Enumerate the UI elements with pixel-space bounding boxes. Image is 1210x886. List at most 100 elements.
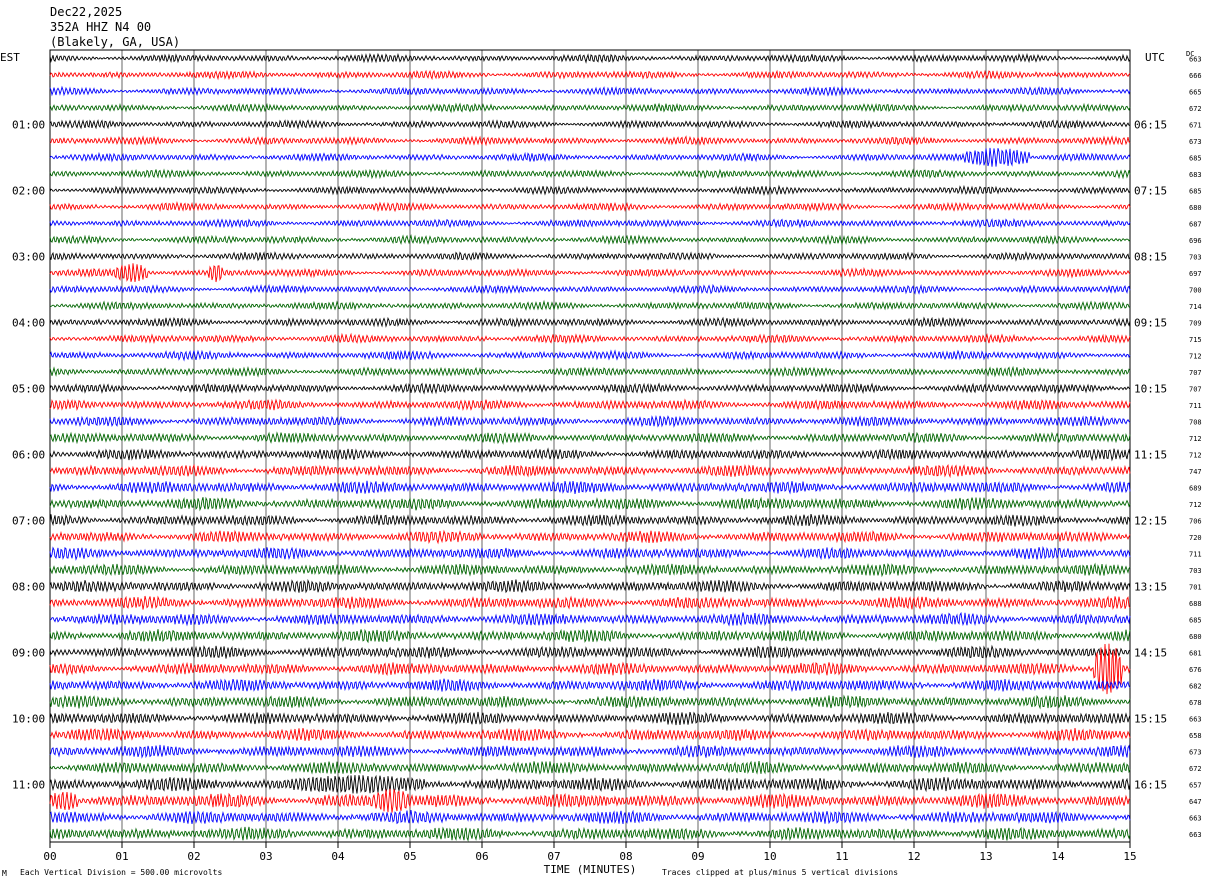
x-tick-label-10: 10 (763, 850, 776, 863)
trace-row-5 (49, 135, 1131, 147)
trace-row-31 (49, 562, 1131, 578)
est-label-6: 07:00 (12, 514, 45, 527)
utc-label-1: 07:15 (1134, 184, 1167, 197)
x-tick-label-12: 12 (907, 850, 920, 863)
dc-value-9: 680 (1189, 204, 1202, 212)
trace-row-40 (49, 711, 1131, 726)
trace-row-11 (49, 234, 1131, 246)
dc-value-40: 663 (1189, 715, 1202, 723)
dc-value-0: 663 (1189, 55, 1202, 63)
utc-label-6: 12:15 (1134, 514, 1167, 527)
header-date: Dec22,2025 (50, 5, 122, 19)
dc-value-45: 647 (1189, 798, 1202, 806)
header-location: (Blakely, GA, USA) (50, 35, 180, 49)
trace-row-3 (49, 102, 1131, 114)
utc-axis-title: UTC (1145, 51, 1165, 64)
x-tick-label-0: 00 (43, 850, 56, 863)
x-tick-label-9: 09 (691, 850, 704, 863)
dc-value-1: 666 (1189, 72, 1202, 80)
x-tick-label-13: 13 (979, 850, 992, 863)
dc-value-30: 711 (1189, 550, 1202, 558)
utc-label-7: 13:15 (1134, 580, 1167, 593)
trace-row-29 (49, 529, 1131, 545)
dc-value-41: 658 (1189, 732, 1202, 740)
dc-value-14: 700 (1189, 286, 1202, 294)
dc-value-33: 688 (1189, 600, 1202, 608)
trace-row-41 (49, 727, 1131, 742)
dc-value-19: 707 (1189, 369, 1202, 377)
est-axis-title: EST (0, 51, 20, 64)
trace-row-13 (49, 263, 1131, 283)
dc-value-22: 708 (1189, 418, 1202, 426)
trace-row-36 (49, 644, 1131, 659)
dc-value-43: 672 (1189, 765, 1202, 773)
dc-value-4: 671 (1189, 121, 1202, 129)
trace-row-18 (49, 349, 1131, 362)
dc-value-7: 683 (1189, 171, 1202, 179)
minute-gridlines (121, 50, 1059, 842)
trace-row-45 (49, 788, 1131, 813)
trace-row-37 (49, 643, 1131, 695)
trace-row-23 (49, 431, 1131, 445)
dc-value-12: 703 (1189, 253, 1202, 261)
trace-row-24 (49, 447, 1131, 462)
utc-label-4: 10:15 (1134, 382, 1167, 395)
dc-value-27: 712 (1189, 501, 1202, 509)
trace-row-0 (49, 52, 1131, 64)
trace-row-14 (49, 283, 1131, 295)
dc-value-15: 714 (1189, 303, 1202, 311)
footer-mark: M (2, 869, 7, 878)
trace-row-43 (49, 760, 1131, 775)
trace-row-47 (49, 826, 1131, 842)
dc-value-47: 663 (1189, 831, 1202, 839)
trace-row-17 (49, 332, 1131, 345)
x-axis-ticks: 00 01 02 03 04 05 06 07 08 09 10 11 12 13 14 15 (43, 842, 1137, 863)
plot-frame (49, 49, 1131, 843)
trace-row-39 (49, 694, 1131, 710)
dc-value-38: 682 (1189, 682, 1202, 690)
dc-value-13: 697 (1189, 270, 1202, 278)
est-label-7: 08:00 (12, 580, 45, 593)
trace-row-8 (49, 184, 1131, 197)
trace-row-20 (49, 382, 1131, 395)
trace-row-2 (49, 85, 1131, 97)
trace-row-35 (49, 628, 1131, 644)
utc-label-9: 15:15 (1134, 712, 1167, 725)
est-label-8: 09:00 (12, 646, 45, 659)
trace-row-10 (49, 218, 1131, 229)
trace-row-26 (49, 480, 1131, 495)
x-tick-label-15: 15 (1123, 850, 1136, 863)
trace-row-21 (49, 398, 1131, 411)
x-tick-label-11: 11 (835, 850, 848, 863)
trace-row-15 (49, 299, 1131, 312)
dc-value-20: 707 (1189, 385, 1202, 393)
x-tick-label-8: 08 (619, 850, 632, 863)
seismic-traces (49, 52, 1131, 842)
est-hour-labels: 01:00 02:00 03:00 04:00 05:00 06:00 07:00 08:00… (12, 118, 45, 791)
x-axis-label: TIME (MINUTES) (544, 863, 637, 876)
dc-value-35: 680 (1189, 633, 1202, 641)
dc-value-21: 711 (1189, 402, 1202, 410)
utc-label-0: 06:15 (1134, 118, 1167, 131)
trace-row-38 (49, 678, 1131, 693)
trace-row-19 (49, 365, 1131, 378)
x-tick-label-6: 06 (475, 850, 488, 863)
dc-value-11: 696 (1189, 237, 1202, 245)
dc-value-37: 676 (1189, 666, 1202, 674)
trace-row-32 (49, 578, 1131, 594)
dc-value-44: 657 (1189, 781, 1202, 789)
utc-label-5: 11:15 (1134, 448, 1167, 461)
est-label-5: 06:00 (12, 448, 45, 461)
dc-value-29: 720 (1189, 534, 1202, 542)
dc-offset-labels: 663 666 665 672 671 673 685 683 685 680 687 696 703 6… (1189, 55, 1202, 839)
dc-value-39: 678 (1189, 699, 1202, 707)
utc-label-10: 16:15 (1134, 778, 1167, 791)
est-label-0: 01:00 (12, 118, 45, 131)
trace-row-4 (49, 119, 1131, 130)
dc-value-26: 689 (1189, 484, 1202, 492)
dc-value-34: 685 (1189, 616, 1202, 624)
est-label-4: 05:00 (12, 382, 45, 395)
trace-row-34 (49, 611, 1131, 627)
x-tick-label-7: 07 (547, 850, 560, 863)
